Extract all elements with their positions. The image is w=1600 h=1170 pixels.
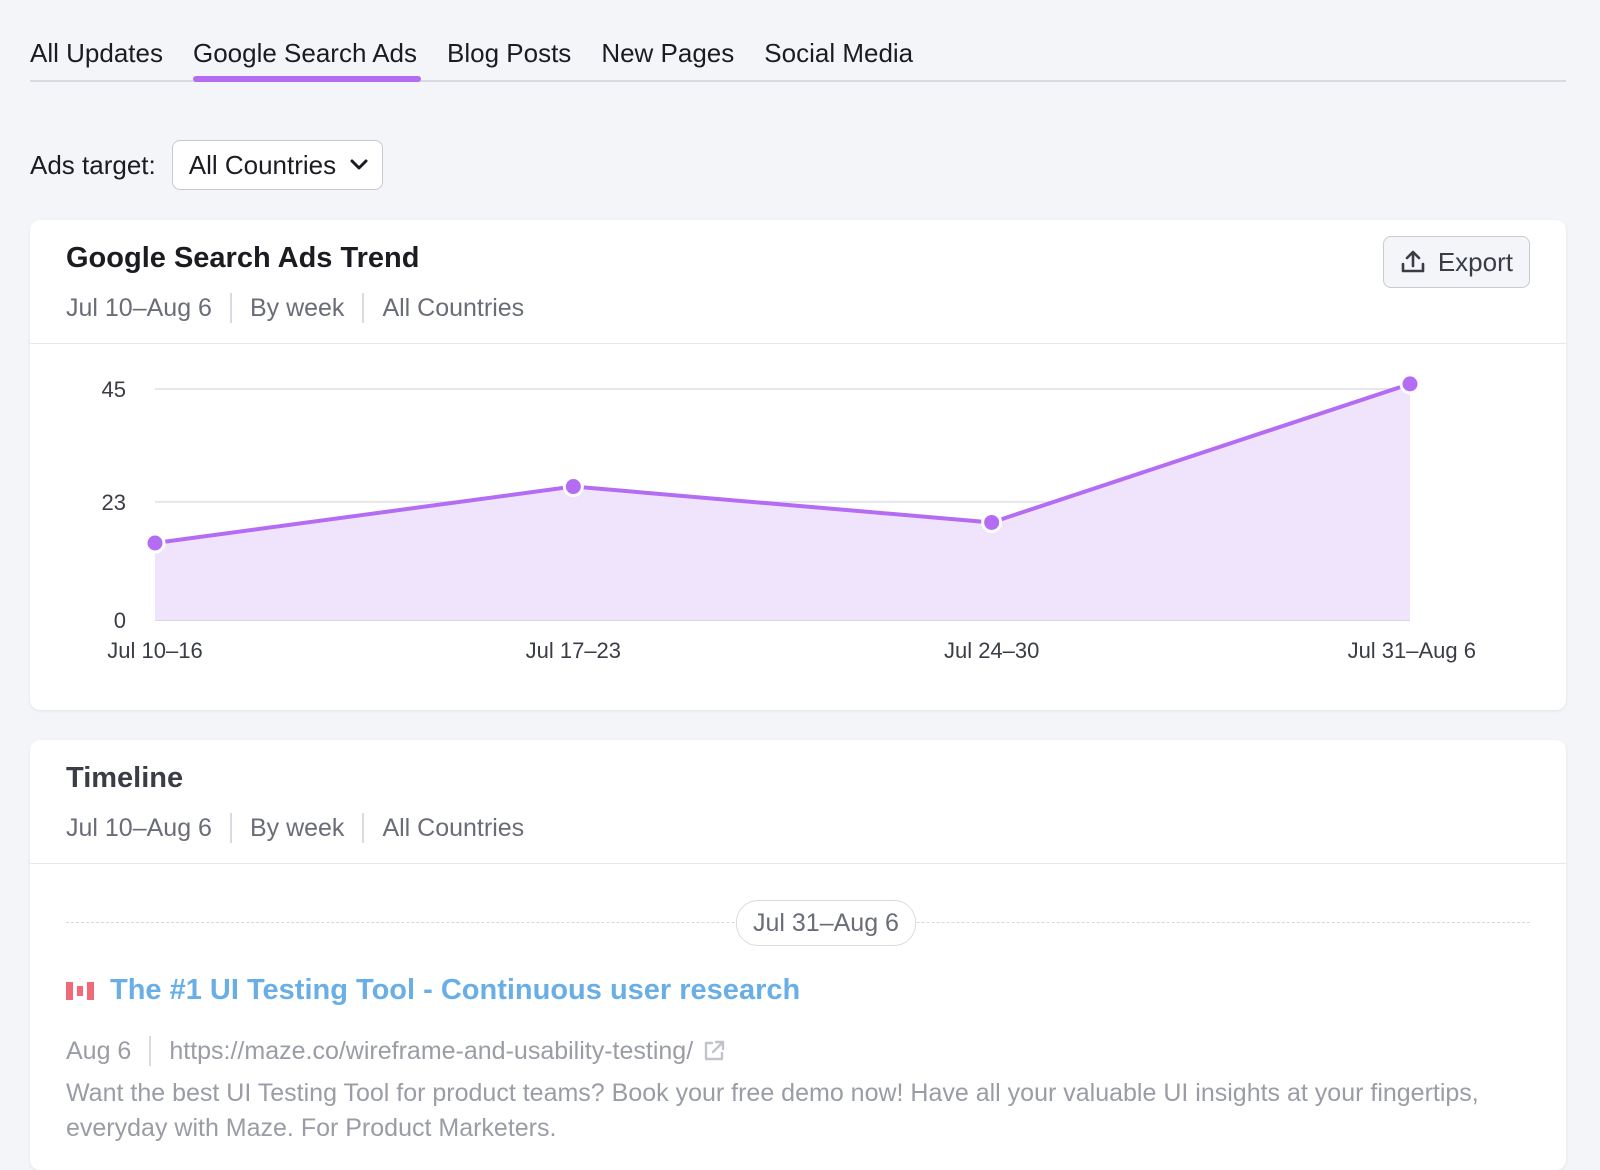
- x-tick-label: Jul 10–16: [107, 638, 202, 663]
- trend-title: Google Search Ads Trend: [66, 242, 420, 274]
- ad-date: Aug 6: [66, 1036, 132, 1065]
- ad-title-link[interactable]: The #1 UI Testing Tool - Continuous user…: [110, 974, 801, 1006]
- y-tick-label: 45: [102, 377, 126, 402]
- y-tick-label: 0: [114, 608, 126, 633]
- upload-icon: [1401, 250, 1425, 273]
- timeline-country: All Countries: [382, 813, 525, 842]
- x-tick-label: Jul 17–23: [526, 638, 621, 663]
- export-label: Export: [1437, 246, 1513, 277]
- chevron-down-icon: [350, 159, 368, 170]
- x-tick-label: Jul 31–Aug 6: [1348, 638, 1476, 663]
- ads-target-value: All Countries: [188, 149, 337, 180]
- timeline-title: Timeline: [66, 762, 184, 794]
- trend-date-range: Jul 10–Aug 6: [66, 293, 212, 322]
- series-line: [154, 381, 1411, 545]
- timeline-card: Timeline Jul 10–Aug 6 By week All Countr…: [30, 740, 1566, 1170]
- divider: [149, 1036, 152, 1066]
- trend-country: All Countries: [382, 293, 525, 322]
- tab-social-media[interactable]: Social Media: [764, 38, 914, 68]
- area-fill: [155, 383, 1410, 620]
- x-tick-label: Jul 24–30: [944, 638, 1039, 663]
- tab-blog-posts[interactable]: Blog Posts: [447, 38, 572, 68]
- tab-google-search-ads[interactable]: Google Search Ads: [192, 28, 422, 82]
- week-label: Jul 31–Aug 6: [736, 900, 916, 946]
- tab-all-updates[interactable]: All Updates: [30, 38, 163, 68]
- trend-subtitle: Jul 10–Aug 6 By week All Countries: [66, 293, 1530, 323]
- canada-flag-icon: [66, 981, 94, 1000]
- ad-title-row: The #1 UI Testing Tool - Continuous user…: [66, 974, 800, 1007]
- ad-url-link[interactable]: https://maze.co/wireframe-and-usability-…: [169, 1036, 694, 1065]
- data-point: [1399, 373, 1421, 395]
- data-point: [562, 476, 584, 498]
- external-link-icon[interactable]: [701, 1038, 727, 1064]
- data-point: [144, 532, 166, 554]
- trend-granularity: By week: [249, 293, 345, 322]
- y-tick-label: 23: [102, 490, 126, 515]
- divider: [362, 293, 365, 323]
- ads-target-select[interactable]: All Countries: [171, 140, 384, 190]
- tab-new-pages[interactable]: New Pages: [601, 38, 735, 68]
- trend-chart: 0 23 45 Jul 10–16 Jul 17–23 Jul 24–30 Jul 31–A…: [102, 373, 1476, 663]
- timeline-subtitle: Jul 10–Aug 6 By week All Countries: [66, 813, 1530, 843]
- ads-target-label: Ads target:: [30, 149, 156, 180]
- timeline-granularity: By week: [249, 813, 345, 842]
- ads-target-row: Ads target: All Countries: [30, 140, 384, 190]
- ad-description: Want the best UI Testing Tool for produc…: [66, 1079, 1479, 1142]
- trend-card: Google Search Ads Trend Jul 10–Aug 6 By …: [30, 220, 1566, 710]
- divider: [229, 813, 232, 843]
- data-point: [981, 511, 1003, 533]
- ad-meta: Aug 6 https://maze.co/wireframe-and-usab…: [66, 1036, 727, 1066]
- divider: [362, 813, 365, 843]
- divider: [229, 293, 232, 323]
- export-button[interactable]: Export: [1382, 236, 1530, 288]
- tab-bar: All Updates Google Search Ads Blog Posts…: [30, 28, 1566, 82]
- timeline-date-range: Jul 10–Aug 6: [66, 813, 212, 842]
